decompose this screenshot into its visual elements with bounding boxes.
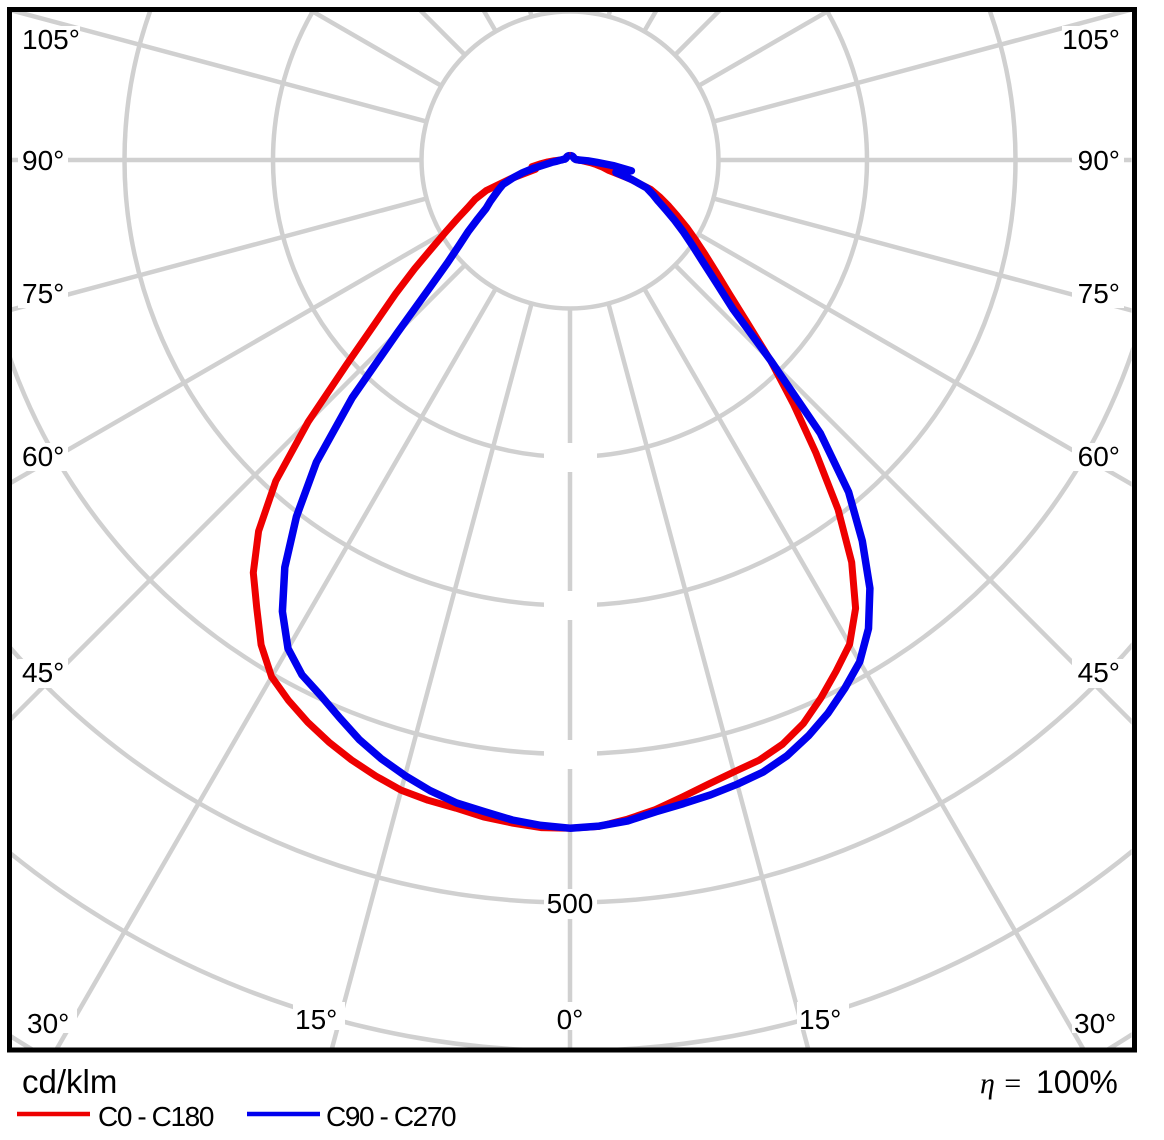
svg-text:C0 - C180: C0 - C180 <box>98 1101 214 1132</box>
svg-text:500: 500 <box>547 888 594 919</box>
svg-text:75°: 75° <box>22 278 64 309</box>
svg-text:30°: 30° <box>27 1008 69 1039</box>
svg-text:45°: 45° <box>1078 657 1120 688</box>
svg-text:90°: 90° <box>22 145 64 176</box>
svg-text:0°: 0° <box>557 1004 584 1035</box>
svg-text:C90 - C270: C90 - C270 <box>326 1101 456 1132</box>
svg-text:75°: 75° <box>1078 278 1120 309</box>
svg-text:105°: 105° <box>1062 24 1120 55</box>
svg-text:105°: 105° <box>22 24 80 55</box>
svg-text:60°: 60° <box>22 441 64 472</box>
svg-text:30°: 30° <box>1074 1008 1116 1039</box>
svg-text:45°: 45° <box>22 657 64 688</box>
svg-text:60°: 60° <box>1078 441 1120 472</box>
svg-text:η =: η = <box>980 1067 1023 1100</box>
svg-text:90°: 90° <box>1078 145 1120 176</box>
svg-text:15°: 15° <box>799 1004 841 1035</box>
svg-text:15°: 15° <box>295 1004 337 1035</box>
svg-text:100%: 100% <box>1036 1064 1118 1100</box>
svg-text:cd/klm: cd/klm <box>22 1063 117 1100</box>
